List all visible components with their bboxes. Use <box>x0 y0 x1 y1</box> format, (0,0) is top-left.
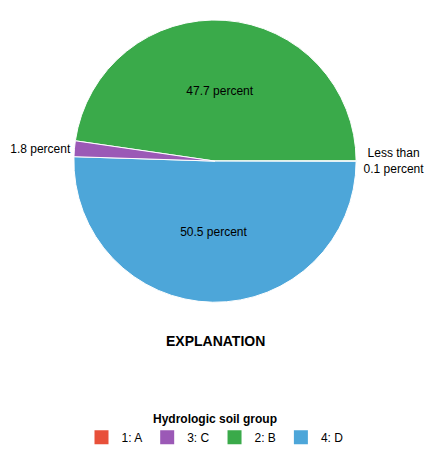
svg-text:1: A: 1: A <box>122 431 143 445</box>
svg-text:3: C: 3: C <box>187 431 209 445</box>
svg-text:50.5 percent: 50.5 percent <box>180 225 247 239</box>
svg-text:2: B: 2: B <box>255 431 276 445</box>
svg-text:Hydrologic soil group: Hydrologic soil group <box>153 412 277 426</box>
svg-text:4: D: 4: D <box>321 431 343 445</box>
svg-text:47.7 percent: 47.7 percent <box>186 84 253 98</box>
svg-text:Less than0.1 percent: Less than0.1 percent <box>364 146 425 176</box>
svg-text:1.8 percent: 1.8 percent <box>10 142 71 156</box>
svg-text:EXPLANATION: EXPLANATION <box>166 333 265 349</box>
